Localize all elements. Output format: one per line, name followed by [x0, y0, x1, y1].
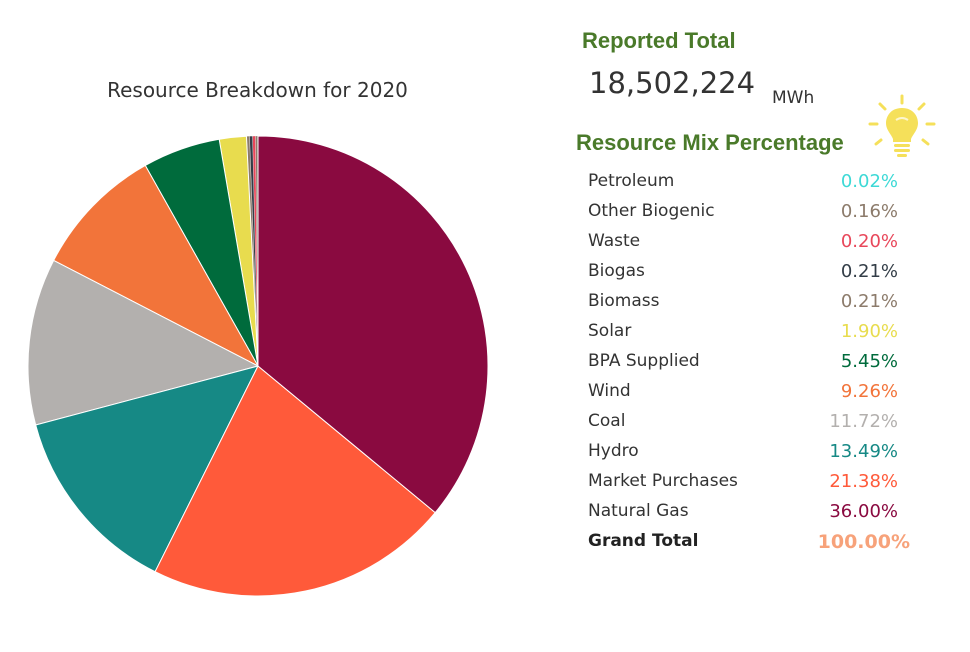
legend-row-biomass: Biomass 0.21% — [588, 288, 910, 318]
legend-value: 0.21% — [840, 291, 898, 312]
pie-slice-hydro — [35, 365, 259, 573]
legend-label: Petroleum — [588, 171, 675, 191]
legend-label: Other Biogenic — [588, 201, 715, 221]
legend-label: Coal — [588, 411, 626, 431]
legend-row-waste: Waste 0.20% — [588, 228, 910, 258]
chart-title: Resource Breakdown for 2020 — [107, 78, 408, 102]
legend-value: 0.21% — [840, 261, 898, 282]
legend-label: Biomass — [588, 291, 660, 311]
grand-total-value: 100.00% — [817, 531, 910, 553]
pie-slice-wind — [52, 164, 260, 368]
legend-row-wind: Wind 9.26% — [588, 378, 910, 408]
legend-value: 36.00% — [829, 501, 898, 522]
legend-value: 0.20% — [840, 231, 898, 252]
reported-total-heading: Reported Total — [582, 28, 736, 53]
legend-label: Biogas — [588, 261, 645, 281]
legend-value: 0.16% — [840, 201, 898, 222]
legend-label: Waste — [588, 231, 641, 251]
legend-row-natural-gas: Natural Gas 36.00% — [588, 498, 910, 528]
legend-row-coal: Coal 11.72% — [588, 408, 910, 438]
legend-label: Solar — [588, 321, 632, 341]
legend-value: 13.49% — [829, 441, 898, 462]
legend-row-market-purchases: Market Purchases 21.38% — [588, 468, 910, 498]
legend-row-solar: Solar 1.90% — [588, 318, 910, 348]
legend-value: 1.90% — [840, 321, 898, 342]
pie-slice-coal — [27, 259, 260, 426]
legend-value: 11.72% — [829, 411, 898, 432]
legend-label: BPA Supplied — [588, 351, 700, 371]
legend-label: Wind — [588, 381, 631, 401]
legend-value: 21.38% — [829, 471, 898, 492]
pie-slice-market-purchases — [154, 365, 436, 597]
legend-row-other-biogenic: Other Biogenic 0.16% — [588, 198, 910, 228]
legend-label: Market Purchases — [588, 471, 738, 491]
grand-total-label: Grand Total — [588, 531, 699, 551]
legend-row-bpa-supplied: BPA Supplied 5.45% — [588, 348, 910, 378]
legend-value: 9.26% — [840, 381, 898, 402]
legend-value: 5.45% — [840, 351, 898, 372]
legend-label: Natural Gas — [588, 501, 689, 521]
legend-value: 0.02% — [840, 171, 898, 192]
legend-row-petroleum: Petroleum 0.02% — [588, 168, 910, 198]
reported-total-unit: MWh — [772, 88, 815, 108]
resource-mix-table: Petroleum 0.02% Other Biogenic 0.16% Was… — [588, 168, 910, 558]
legend-row-hydro: Hydro 13.49% — [588, 438, 910, 468]
legend-label: Hydro — [588, 441, 639, 461]
lightbulb-icon — [868, 94, 936, 157]
pie-chart — [27, 135, 489, 597]
resource-mix-heading: Resource Mix Percentage — [576, 130, 844, 155]
legend-row-grand-total: Grand Total 100.00% — [588, 528, 910, 558]
reported-total-value: 18,502,224 — [589, 66, 756, 100]
pie-slice-natural-gas — [257, 135, 489, 514]
legend-row-biogas: Biogas 0.21% — [588, 258, 910, 288]
